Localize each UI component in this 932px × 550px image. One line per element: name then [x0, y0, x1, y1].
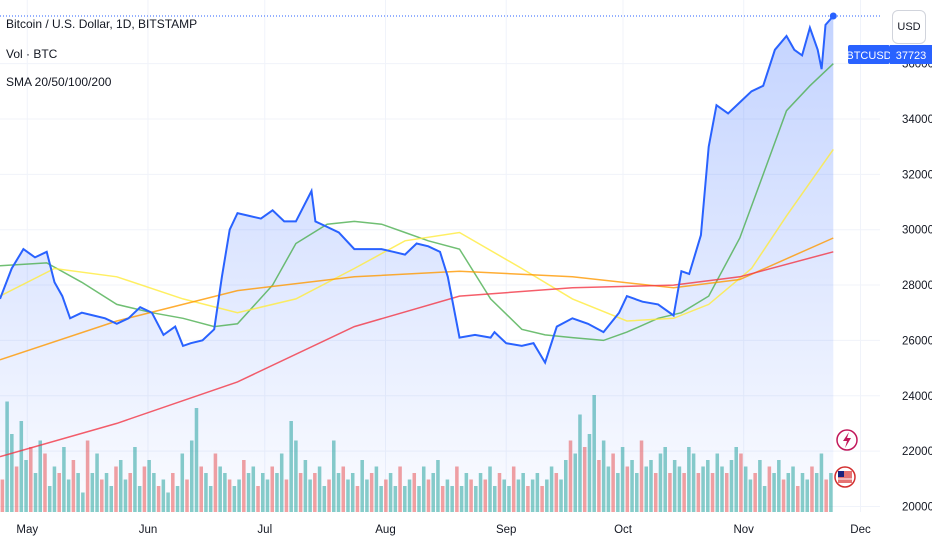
sma-lines [0, 63, 834, 458]
y-tick-label: 34000 [902, 114, 932, 126]
last-price-dot [829, 12, 837, 20]
price-badge-symbol: BTCUSD [846, 50, 891, 62]
events-icon-lightning[interactable] [836, 429, 858, 451]
price-line [0, 15, 835, 366]
y-tick-label: 26000 [902, 335, 932, 347]
y-tick-label: 20000 [902, 501, 932, 513]
series-line-sma200 [0, 251, 834, 458]
price-badge: BTCUSD [846, 45, 892, 64]
legend-title: Bitcoin / U.S. Dollar, 1D, BITSTAMP [6, 17, 198, 31]
price-area-fill [0, 16, 834, 512]
x-tick-label: Jun [139, 524, 158, 536]
x-tick-label: Oct [614, 524, 633, 536]
series-line-sma100 [0, 237, 834, 361]
x-tick-label: Aug [375, 524, 395, 536]
y-tick-label: 22000 [902, 446, 932, 458]
price-value-tag: 37723 [890, 45, 932, 64]
currency-button[interactable]: USD [892, 10, 926, 44]
x-tick-label: Sep [496, 524, 516, 536]
x-tick-label: Dec [850, 524, 871, 536]
legend-sma: SMA 20/50/100/200 [6, 75, 112, 89]
y-tick-label: 32000 [902, 169, 932, 181]
series-line-sma50 [0, 148, 834, 322]
x-axis: May Jun Jul Aug Sep Oct Nov Dec [16, 524, 871, 536]
y-tick-label: 24000 [902, 391, 932, 403]
y-axis: 20000 22000 24000 26000 28000 30000 32000 34000… [902, 59, 932, 514]
x-tick-label: May [16, 524, 38, 536]
x-tick-label: Nov [733, 524, 754, 536]
legend-volume: Vol · BTC [6, 47, 58, 61]
price-value-text: 37723 [896, 50, 927, 62]
series-line-sma20 [0, 63, 834, 342]
y-tick-label: 28000 [902, 280, 932, 292]
events-icon-flag[interactable] [834, 466, 856, 488]
y-tick-label: 30000 [902, 225, 932, 237]
x-tick-label: Jul [257, 524, 272, 536]
